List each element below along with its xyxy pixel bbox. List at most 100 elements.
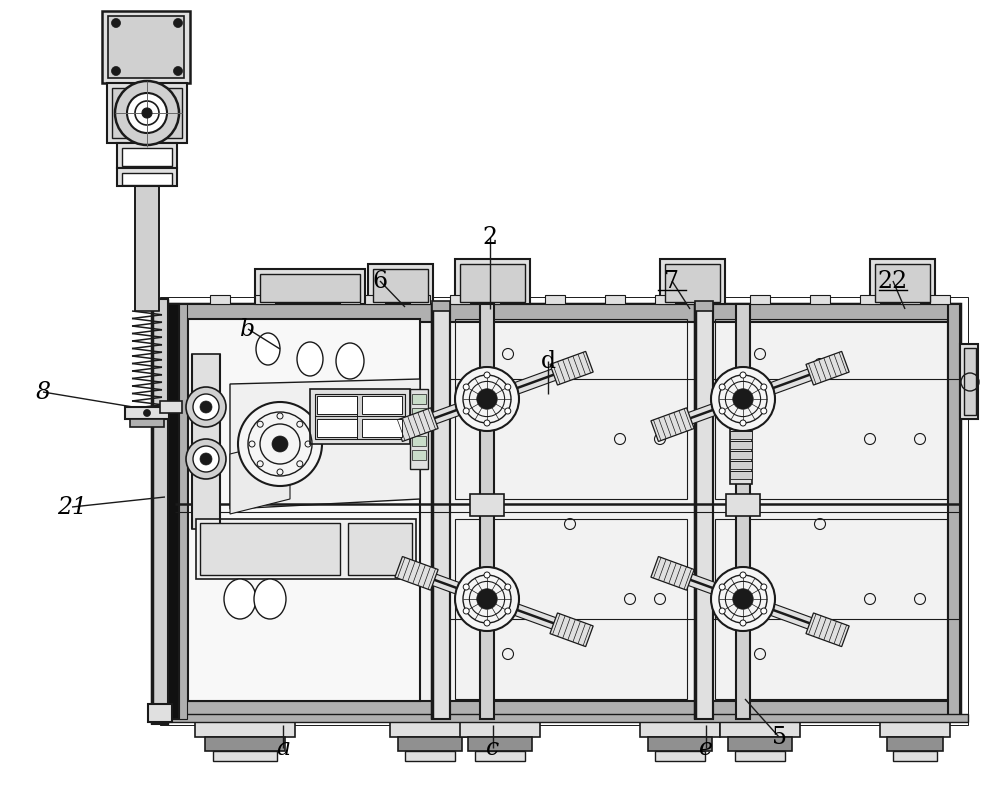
- Bar: [179, 304, 187, 719]
- Bar: [117, 169, 177, 187]
- Bar: [373, 270, 428, 303]
- Circle shape: [142, 109, 152, 119]
- Text: b: b: [240, 318, 256, 341]
- Circle shape: [505, 608, 511, 614]
- Bar: [108, 17, 184, 79]
- Polygon shape: [670, 393, 745, 430]
- Circle shape: [719, 608, 725, 614]
- Polygon shape: [230, 439, 290, 515]
- Bar: [102, 12, 190, 84]
- Circle shape: [112, 19, 121, 28]
- Circle shape: [484, 373, 490, 378]
- Polygon shape: [414, 568, 489, 605]
- Bar: [715, 320, 947, 499]
- Circle shape: [463, 385, 469, 390]
- Bar: [340, 296, 360, 304]
- Bar: [450, 296, 470, 304]
- Circle shape: [127, 94, 167, 134]
- Bar: [728, 737, 792, 751]
- Circle shape: [761, 409, 767, 414]
- Circle shape: [719, 585, 725, 590]
- Bar: [432, 304, 450, 719]
- Polygon shape: [741, 363, 830, 406]
- Bar: [715, 520, 947, 699]
- Polygon shape: [395, 556, 438, 590]
- Bar: [167, 701, 960, 719]
- Circle shape: [463, 608, 469, 614]
- Bar: [665, 265, 720, 303]
- Bar: [192, 355, 220, 529]
- Bar: [480, 296, 500, 304]
- Circle shape: [484, 573, 490, 578]
- Bar: [317, 419, 357, 438]
- Circle shape: [186, 388, 226, 427]
- Circle shape: [193, 446, 219, 472]
- Circle shape: [711, 567, 775, 631]
- Polygon shape: [485, 593, 574, 636]
- Bar: [460, 719, 540, 737]
- Bar: [348, 524, 412, 575]
- Circle shape: [174, 67, 183, 76]
- Text: a: a: [276, 736, 290, 760]
- Polygon shape: [395, 408, 438, 442]
- Bar: [412, 409, 426, 418]
- Circle shape: [463, 585, 469, 590]
- Polygon shape: [550, 352, 593, 385]
- Polygon shape: [414, 393, 489, 430]
- Circle shape: [740, 421, 746, 426]
- Bar: [205, 737, 285, 751]
- Bar: [887, 737, 943, 751]
- Circle shape: [484, 421, 490, 426]
- Bar: [730, 471, 752, 479]
- Bar: [362, 419, 402, 438]
- Bar: [470, 495, 504, 516]
- Bar: [750, 296, 770, 304]
- Bar: [167, 304, 960, 323]
- Bar: [135, 187, 159, 312]
- Circle shape: [200, 402, 212, 414]
- Polygon shape: [741, 593, 830, 636]
- Bar: [412, 437, 426, 446]
- Bar: [107, 84, 187, 144]
- Bar: [167, 304, 179, 719]
- Polygon shape: [230, 380, 420, 509]
- Circle shape: [719, 385, 725, 390]
- Bar: [368, 265, 433, 304]
- Ellipse shape: [224, 579, 256, 619]
- Circle shape: [733, 589, 753, 609]
- Ellipse shape: [256, 333, 280, 365]
- Polygon shape: [485, 363, 574, 406]
- Bar: [735, 751, 785, 761]
- Circle shape: [200, 454, 212, 466]
- Bar: [720, 719, 800, 737]
- Bar: [317, 397, 357, 414]
- Bar: [160, 714, 968, 722]
- Polygon shape: [651, 408, 694, 442]
- Polygon shape: [806, 613, 849, 646]
- Bar: [655, 296, 675, 304]
- Bar: [655, 751, 705, 761]
- Bar: [122, 173, 172, 185]
- Bar: [410, 296, 430, 304]
- Text: 5: 5: [772, 726, 786, 748]
- Bar: [160, 402, 182, 414]
- Bar: [880, 719, 950, 737]
- Bar: [685, 296, 705, 304]
- Text: 8: 8: [36, 381, 51, 404]
- Bar: [196, 520, 416, 579]
- Ellipse shape: [336, 344, 364, 380]
- Bar: [398, 737, 462, 751]
- Circle shape: [484, 620, 490, 626]
- Bar: [695, 304, 713, 719]
- Bar: [260, 275, 360, 303]
- Bar: [148, 704, 172, 722]
- Bar: [410, 389, 428, 470]
- Text: 7: 7: [664, 270, 680, 293]
- Bar: [480, 304, 494, 719]
- Circle shape: [719, 409, 725, 414]
- Bar: [648, 737, 712, 751]
- Circle shape: [505, 409, 511, 414]
- Bar: [730, 431, 752, 439]
- Bar: [175, 312, 952, 711]
- Bar: [605, 296, 625, 304]
